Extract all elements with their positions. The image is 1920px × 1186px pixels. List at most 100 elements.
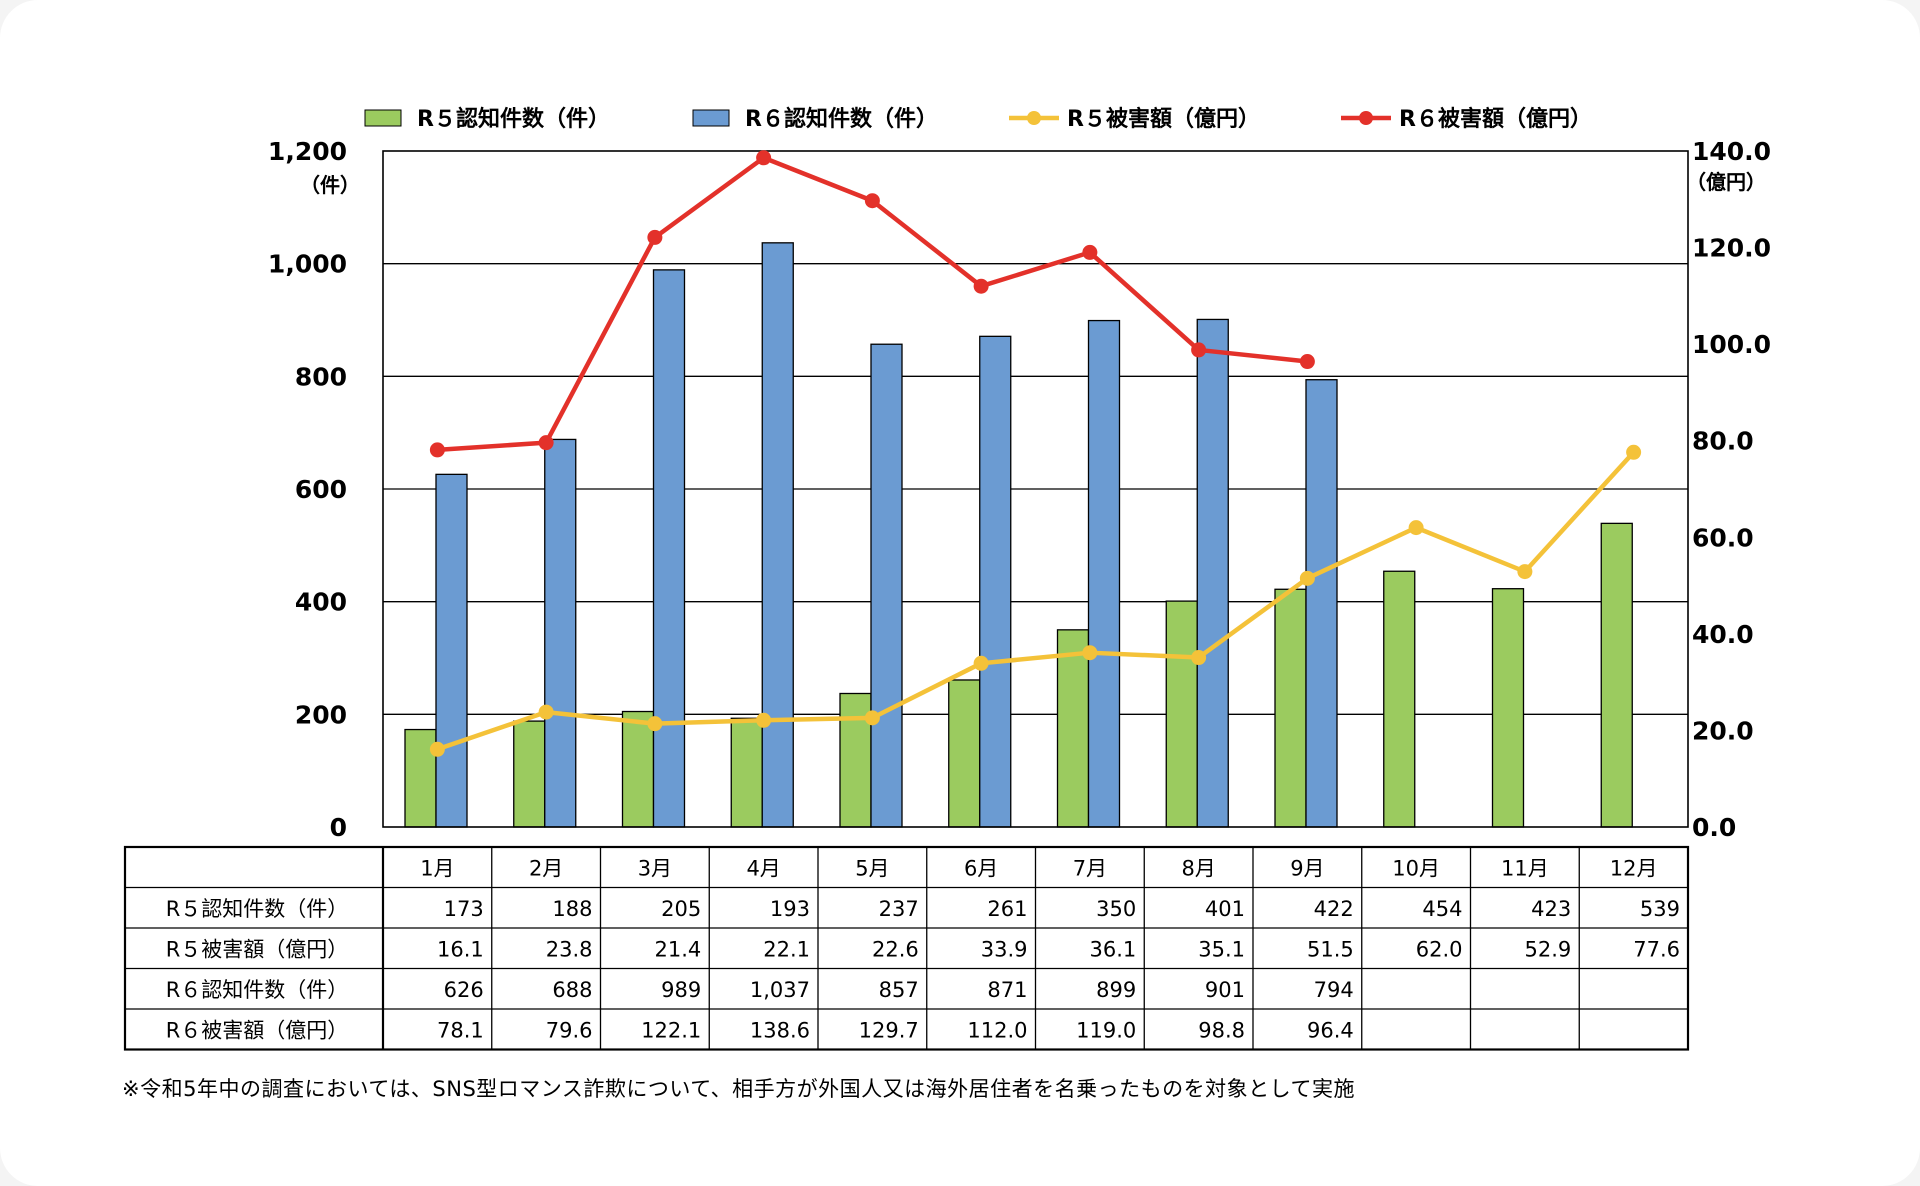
table-cell: 138.6 — [750, 1018, 810, 1042]
bar — [544, 438, 577, 828]
bar — [621, 710, 655, 828]
bar — [1165, 600, 1198, 828]
legend-marker — [1359, 111, 1373, 125]
y-left-tick-label: 400 — [295, 588, 347, 617]
table-cell: 96.4 — [1307, 1018, 1354, 1042]
line-point — [973, 655, 989, 671]
line-point — [538, 435, 554, 451]
y-left-tick-label: 0 — [330, 813, 347, 842]
table-cell: 122.1 — [641, 1018, 701, 1042]
table-cell: 52.9 — [1524, 937, 1571, 961]
table-header: 8月 — [1181, 856, 1215, 880]
table-header: 5月 — [855, 856, 889, 880]
y-left-tick-label: 800 — [295, 362, 347, 391]
line-point — [1408, 520, 1424, 536]
table-cell: 78.1 — [437, 1018, 484, 1042]
line-point — [1299, 570, 1315, 586]
line-point — [429, 741, 445, 757]
table-row-label: R６認知件数（件） — [166, 978, 349, 1002]
table-cell: 62.0 — [1416, 937, 1463, 961]
series-line — [436, 450, 1636, 752]
bar — [435, 473, 468, 828]
table-header: 1月 — [420, 856, 454, 880]
table-cell: 193 — [770, 897, 810, 921]
y-right-tick-label: 120.0 — [1692, 234, 1771, 263]
table-cell: 871 — [987, 978, 1027, 1002]
footnote: ※令和5年中の調査においては、SNS型ロマンス詐欺について、相手方が外国人又は海… — [122, 1077, 1356, 1101]
table-cell: 205 — [661, 897, 701, 921]
y-left-unit: （件） — [300, 173, 360, 197]
table-cell: 129.7 — [859, 1018, 919, 1042]
y-right-tick-label: 20.0 — [1692, 716, 1754, 745]
table-cell: 98.8 — [1198, 1018, 1245, 1042]
table-cell: 350 — [1096, 897, 1136, 921]
line-point — [1626, 444, 1642, 460]
table-cell: 857 — [879, 978, 919, 1002]
line-point — [647, 716, 663, 732]
line-point — [756, 150, 772, 166]
table-header: 12月 — [1610, 856, 1658, 880]
legend-label: R６被害額（億円） — [1399, 106, 1592, 132]
table-frame — [123, 845, 1690, 1051]
table-cell: 423 — [1531, 897, 1571, 921]
table-cell: 51.5 — [1307, 937, 1354, 961]
table-cell: 626 — [444, 978, 484, 1002]
table-cell: 173 — [444, 897, 484, 921]
line-point — [1517, 564, 1533, 580]
table-cell: 36.1 — [1089, 937, 1136, 961]
table-row-label: R５認知件数（件） — [166, 897, 349, 921]
line-point — [1191, 342, 1207, 358]
line-point — [864, 193, 880, 209]
table-header: 9月 — [1290, 856, 1324, 880]
line-point — [1191, 650, 1207, 666]
table-cell: 237 — [879, 897, 919, 921]
table-header: 6月 — [964, 856, 998, 880]
bar — [1196, 318, 1229, 828]
legend-label: R６認知件数（件） — [745, 106, 938, 132]
y-left-tick-label: 200 — [295, 700, 347, 729]
legend-swatch — [692, 109, 730, 127]
table-cell: 989 — [661, 978, 701, 1002]
bar — [979, 335, 1012, 828]
bar — [870, 343, 903, 828]
bar — [948, 679, 981, 828]
line-point — [756, 712, 772, 728]
table-cell: 119.0 — [1076, 1018, 1136, 1042]
y-right-unit: （億円） — [1686, 170, 1766, 194]
table-header: 11月 — [1501, 856, 1549, 880]
y-left-tick-label: 1,000 — [268, 250, 347, 279]
table-cell: 1,037 — [750, 978, 810, 1002]
line-point — [647, 229, 663, 245]
table-cell: 794 — [1314, 978, 1354, 1002]
bar — [513, 720, 546, 828]
table-header: 2月 — [529, 856, 563, 880]
y-right-tick-label: 100.0 — [1692, 330, 1771, 359]
y-right-tick-label: 40.0 — [1692, 620, 1754, 649]
line-point — [973, 278, 989, 294]
table-cell: 539 — [1640, 897, 1680, 921]
y-left-tick-label: 1,200 — [268, 137, 347, 166]
line-point — [1082, 645, 1098, 661]
table-header: 3月 — [638, 856, 672, 880]
line-point — [538, 704, 554, 720]
table-cell: 188 — [552, 897, 592, 921]
bar — [1383, 570, 1416, 828]
bar — [1274, 588, 1307, 828]
line-point — [429, 442, 445, 458]
table-cell: 261 — [987, 897, 1027, 921]
table-row-label: R５被害額（億円） — [166, 937, 349, 961]
y-right-tick-label: 80.0 — [1692, 427, 1754, 456]
bar — [1305, 379, 1338, 828]
table-cell: 23.8 — [546, 937, 593, 961]
bar — [730, 717, 763, 828]
legend-swatch — [364, 109, 402, 127]
bar — [1491, 588, 1525, 828]
legend-label: R５認知件数（件） — [417, 106, 610, 132]
table-cell: 899 — [1096, 978, 1136, 1002]
line-point — [864, 710, 880, 726]
y-right-tick-label: 140.0 — [1692, 137, 1771, 166]
plot-frame — [382, 150, 1689, 828]
table-header: 7月 — [1073, 856, 1107, 880]
legend-label: R５被害額（億円） — [1067, 106, 1260, 132]
